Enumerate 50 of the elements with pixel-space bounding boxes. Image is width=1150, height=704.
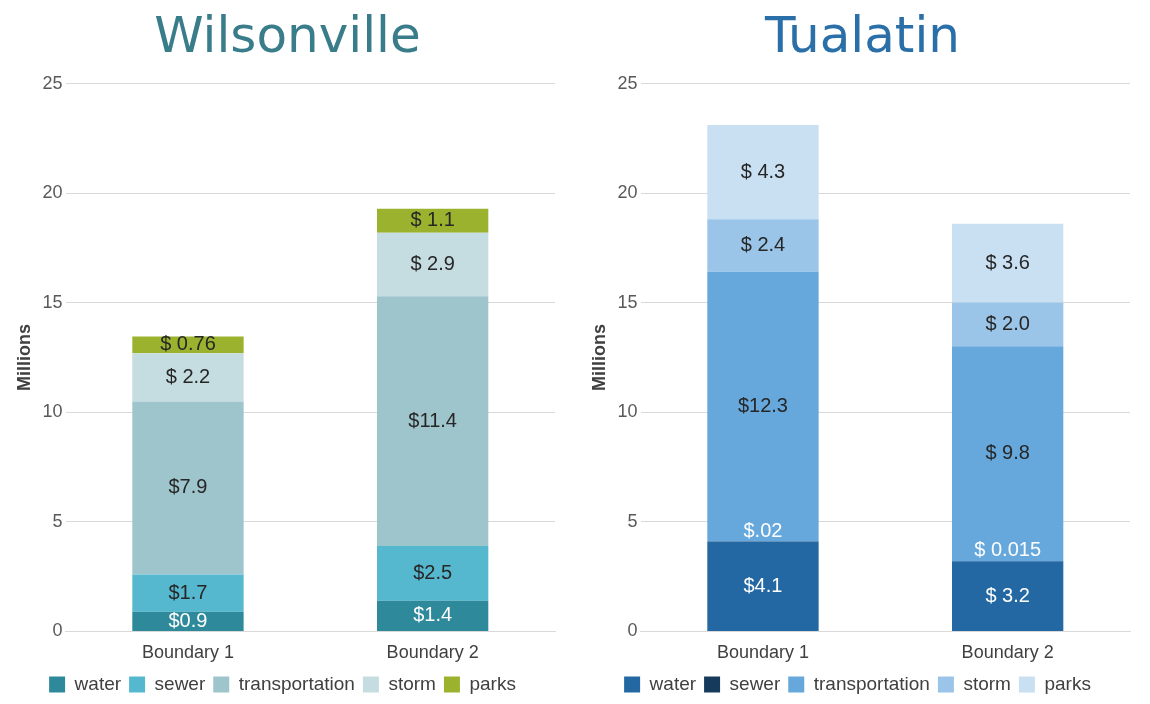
legend-label: transportation [813,672,930,694]
data-label: $1.7 [168,580,208,603]
x-tick-label: Boundary 2 [386,642,479,663]
data-label: $4.1 [743,573,783,596]
data-label: $ 2.2 [165,364,211,387]
x-tick-label: Boundary 2 [961,642,1054,663]
x-tick-label: Boundary 1 [141,642,235,663]
y-tick-label: 25 [617,72,638,93]
y-tick-label: 20 [617,182,638,203]
data-label: $ 0.76 [160,332,216,355]
y-tick-label: 0 [627,620,638,641]
y-tick-label: 10 [42,401,63,422]
data-label: $ 4.3 [740,159,786,182]
legend-label: sewer [729,672,781,694]
legend-label: sewer [154,672,206,694]
legend-label: storm [388,672,436,694]
chart-title: Tualatin [764,5,961,66]
chart-title: Wilsonville [153,5,422,66]
x-tick-label: Boundary 1 [716,642,810,663]
legend-label: parks [469,672,516,694]
data-label: $12.3 [737,393,788,416]
data-label: $ 3.6 [985,250,1030,273]
y-tick-label: 15 [42,291,63,312]
y-axis-title: Millions [13,324,34,392]
y-tick-label: 5 [627,510,638,531]
data-label: $0.9 [168,608,208,631]
data-label: $ 3.2 [985,583,1030,606]
data-label: $ 2.9 [410,252,455,275]
legend-label: transportation [238,672,355,694]
data-label: $ 2.0 [985,311,1030,334]
y-tick-label: 0 [52,620,63,641]
data-label: $.02 [743,518,783,541]
legend-label: water [73,672,122,694]
data-label: $7.9 [168,475,208,498]
data-label: $ 1.1 [410,208,455,231]
y-tick-label: 10 [617,401,638,422]
y-tick-label: 25 [42,72,63,93]
data-label: $1.4 [413,603,453,626]
y-tick-label: 20 [42,182,63,203]
y-axis-title: Millions [588,324,609,392]
legend-label: parks [1044,672,1091,694]
legend-label: water [648,672,697,694]
data-label: $ 9.8 [985,441,1030,464]
data-label: $ 0.015 [974,538,1042,561]
legend-label: storm [963,672,1011,694]
data-label: $ 2.4 [740,232,786,255]
y-tick-label: 5 [52,510,63,531]
data-label: $11.4 [408,408,457,431]
data-label: $2.5 [413,560,453,583]
y-tick-label: 15 [617,291,638,312]
